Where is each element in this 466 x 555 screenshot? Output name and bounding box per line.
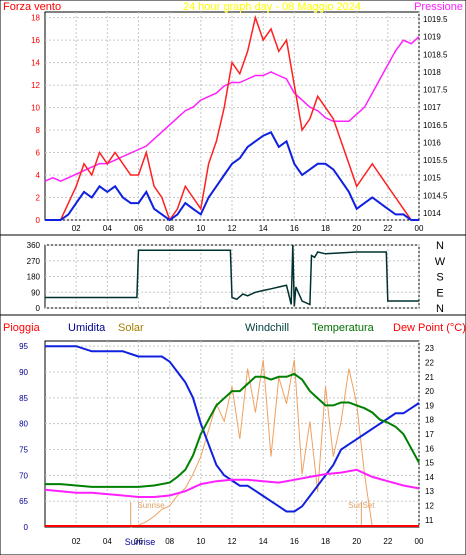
y-right-tick-label: 11 bbox=[425, 516, 434, 525]
x-tick-label: 10 bbox=[196, 537, 205, 546]
y-right-tick-label: 12 bbox=[425, 502, 434, 511]
y-right-tick-label: 1015 bbox=[423, 174, 441, 183]
x-tick-label: 14 bbox=[259, 224, 268, 233]
x-tick-label: 16 bbox=[290, 224, 299, 233]
y-tick-label: 0 bbox=[24, 523, 29, 532]
legend-label: Umidita bbox=[68, 322, 106, 334]
y-right-tick-label: 1017.5 bbox=[423, 86, 448, 95]
x-tick-label: 22 bbox=[383, 224, 392, 233]
y-right-tick-label: 1014.5 bbox=[423, 191, 448, 200]
y-tick-label: 65 bbox=[19, 497, 28, 506]
y-tick-label: 12 bbox=[31, 81, 40, 90]
y-tick-label: 270 bbox=[27, 257, 41, 266]
y-tick-label: 90 bbox=[19, 368, 28, 377]
y-right-tick-label: 16 bbox=[425, 444, 434, 453]
y-tick-label: 14 bbox=[31, 59, 40, 68]
x-tick-label: 16 bbox=[290, 537, 299, 546]
y-right-tick-label: 1018 bbox=[423, 68, 441, 77]
x-tick-label: 06 bbox=[134, 224, 143, 233]
y-tick-label: 8 bbox=[36, 126, 41, 135]
bottom-note: Sunrise bbox=[125, 537, 156, 547]
y-right-tick-label: 13 bbox=[425, 487, 434, 496]
x-tick-label: 00 bbox=[415, 224, 424, 233]
direction-label: E bbox=[436, 287, 443, 299]
y-tick-label: 85 bbox=[19, 394, 28, 403]
y-tick-label: 4 bbox=[36, 171, 41, 180]
y-tick-label: 0 bbox=[36, 216, 41, 225]
x-tick-label: 06 bbox=[134, 537, 143, 546]
y-right-tick-label: 14 bbox=[425, 473, 434, 482]
x-tick-label: 02 bbox=[72, 537, 81, 546]
series-humidity bbox=[45, 345, 420, 513]
y-right-tick-label: 1016 bbox=[423, 138, 441, 147]
series-dewpoint bbox=[44, 468, 420, 498]
series-wind_direction bbox=[45, 244, 419, 307]
y-tick-label: 0 bbox=[36, 304, 41, 313]
x-tick-label: 00 bbox=[415, 537, 424, 546]
x-tick-label: 04 bbox=[103, 224, 112, 233]
x-tick-label: 08 bbox=[165, 537, 174, 546]
y-tick-label: 18 bbox=[31, 14, 40, 23]
y-right-tick-label: 21 bbox=[425, 373, 434, 382]
chart-title: 24 hour graph day - 08 Maggio 2024 bbox=[183, 1, 361, 13]
direction-label: N bbox=[436, 240, 444, 252]
y-tick-label: 6 bbox=[36, 149, 41, 158]
x-tick-label: 02 bbox=[72, 224, 81, 233]
series-wind_gust bbox=[45, 14, 419, 222]
left-label-wind: Forza vento bbox=[3, 1, 61, 13]
legend-label: Dew Point (°C) bbox=[393, 322, 466, 334]
y-right-tick-label: 18 bbox=[425, 416, 434, 425]
x-tick-label: 12 bbox=[228, 224, 237, 233]
y-tick-label: 90 bbox=[31, 288, 40, 297]
x-tick-label: 10 bbox=[196, 224, 205, 233]
legend-label: Pioggia bbox=[3, 322, 41, 334]
y-right-tick-label: 17 bbox=[425, 430, 434, 439]
sunset-label: SunSet bbox=[348, 501, 375, 510]
y-tick-label: 80 bbox=[19, 420, 28, 429]
x-tick-label: 20 bbox=[352, 537, 361, 546]
legend-label: Temperatura bbox=[312, 322, 375, 334]
series-wind_avg bbox=[45, 131, 419, 222]
x-tick-label: 14 bbox=[259, 537, 268, 546]
y-right-tick-label: 22 bbox=[425, 358, 434, 367]
y-right-tick-label: 1018.5 bbox=[423, 50, 448, 59]
x-tick-label: 18 bbox=[321, 537, 330, 546]
y-right-tick-label: 1019 bbox=[423, 33, 441, 42]
series-temperature bbox=[45, 372, 420, 488]
direction-label: W bbox=[435, 256, 446, 268]
y-tick-label: 95 bbox=[19, 342, 28, 351]
y-right-tick-label: 1019.5 bbox=[423, 15, 448, 24]
x-tick-label: 12 bbox=[228, 537, 237, 546]
y-right-tick-label: 15 bbox=[425, 459, 434, 468]
y-tick-label: 16 bbox=[31, 36, 40, 45]
direction-label: S bbox=[436, 272, 443, 284]
sunrise-label: Sunrise bbox=[137, 501, 165, 510]
y-right-tick-label: 1015.5 bbox=[423, 156, 448, 165]
x-tick-label: 08 bbox=[165, 224, 174, 233]
direction-label: N bbox=[436, 303, 444, 315]
y-tick-label: 2 bbox=[36, 194, 41, 203]
x-tick-label: 22 bbox=[383, 537, 392, 546]
y-right-tick-label: 20 bbox=[425, 387, 434, 396]
y-right-tick-label: 1017 bbox=[423, 103, 441, 112]
x-tick-label: 04 bbox=[103, 537, 112, 546]
y-tick-label: 10 bbox=[31, 104, 40, 113]
legend-label: Solar bbox=[118, 322, 144, 334]
x-tick-label: 20 bbox=[352, 224, 361, 233]
y-tick-label: 360 bbox=[27, 241, 41, 250]
y-tick-label: 75 bbox=[19, 446, 28, 455]
y-tick-label: 70 bbox=[19, 471, 28, 480]
y-tick-label: 180 bbox=[27, 273, 41, 282]
legend-label: Windchill bbox=[245, 322, 289, 334]
y-right-tick-label: 1016.5 bbox=[423, 121, 448, 130]
right-label-pressure: Pressione bbox=[414, 1, 463, 13]
series-solar bbox=[130, 359, 373, 528]
y-right-tick-label: 19 bbox=[425, 401, 434, 410]
x-tick-label: 18 bbox=[321, 224, 330, 233]
y-right-tick-label: 23 bbox=[425, 344, 434, 353]
y-right-tick-label: 1014 bbox=[423, 209, 441, 218]
